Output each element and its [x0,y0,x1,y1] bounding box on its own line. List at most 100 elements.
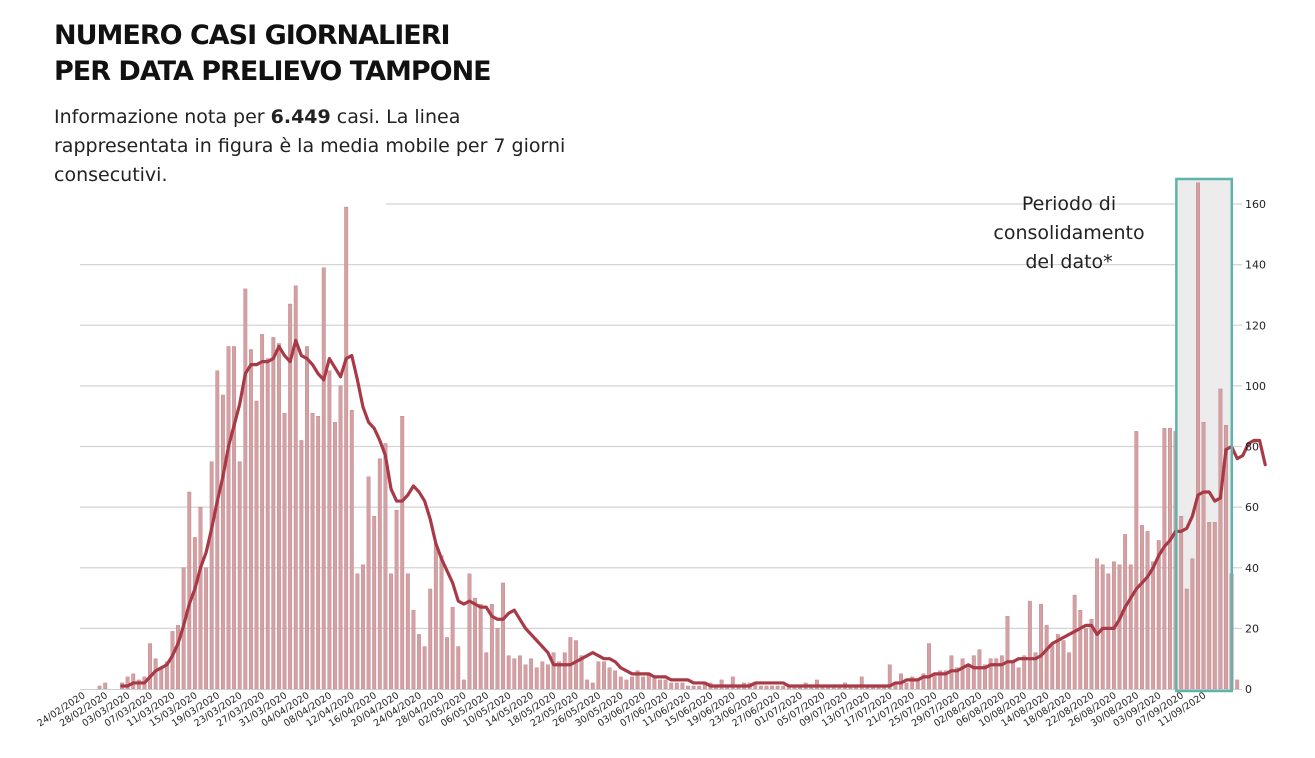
bar [517,655,522,690]
bar [1196,182,1200,690]
y-tick-label: 0 [1245,683,1252,696]
bar [383,443,388,690]
bar [248,349,253,690]
bar [1011,661,1015,690]
bar [1235,679,1240,690]
bar [422,646,427,690]
bar [439,555,444,690]
bar [243,288,248,690]
chart-subtitle: Informazione nota per 6.449 casi. La lin… [54,103,574,190]
bar [338,385,343,690]
bar [159,667,164,690]
bar [445,637,449,690]
bar [624,679,629,690]
bar [103,682,108,690]
y-tick-label: 60 [1245,501,1259,514]
bar [1072,594,1077,690]
bar [1156,540,1161,690]
bar [495,628,500,690]
bar [1139,525,1144,690]
bar [1050,643,1055,690]
annotation-line-2: consolidamento [993,222,1144,244]
bar [652,676,657,690]
bar [1162,428,1167,690]
bar [433,543,438,690]
y-tick-label: 80 [1245,441,1259,454]
bar [764,685,769,690]
bar [198,506,203,690]
bar [467,573,472,690]
bar [237,461,242,690]
bar [691,685,696,690]
bar [1207,522,1212,690]
chart-title: NUMERO CASI GIORNALIERI PER DATA PRELIEV… [54,18,492,90]
bar [209,461,214,690]
bar [574,640,578,690]
bar [355,573,360,690]
bar [1184,588,1189,690]
bar [562,652,567,690]
subtitle-text-start: Informazione nota per [54,106,271,128]
bar [473,597,478,690]
bar [400,415,405,690]
bar [1067,652,1072,690]
bar [674,682,679,690]
bar [1078,609,1083,690]
bar [1190,558,1195,690]
bar [394,509,399,690]
bar [265,358,270,690]
bar [512,658,517,690]
bar-series [97,182,1240,690]
bar [1145,531,1150,690]
chart-title-line-2: PER DATA PRELIEVO TAMPONE [54,56,492,87]
chart-title-line-1: NUMERO CASI GIORNALIERI [54,20,451,51]
bar [1179,516,1184,690]
bar [271,337,276,690]
bar [450,606,455,690]
y-tick-label: 120 [1245,319,1266,332]
bar [758,685,763,690]
bar [686,685,690,690]
bar [781,685,786,690]
y-axis-ticks: 0 20 40 60 80 100 120 140 160 [1245,198,1266,696]
bar [260,334,265,690]
bar [1128,564,1133,690]
bar [192,537,197,690]
bar [971,655,976,690]
bar [461,679,466,690]
bar [299,440,304,690]
bar [484,652,489,690]
bar [1106,573,1111,690]
bar [1039,603,1043,690]
bar [1027,600,1032,690]
annotation-line-3: del dato* [1025,251,1112,273]
bar [366,476,371,690]
bar [1134,431,1139,690]
bar [775,685,780,690]
bar [770,685,775,690]
bar [680,682,685,690]
bar [1151,561,1156,690]
bar [999,655,1004,690]
bar [1095,558,1100,690]
y-tick-label: 100 [1245,380,1266,393]
bar [1168,428,1172,690]
bar [372,516,377,690]
bar [540,661,545,690]
bar [529,658,534,690]
bar [344,206,349,690]
bar [545,664,550,690]
bar [534,667,539,690]
bar [1044,625,1049,690]
bar [1117,564,1122,690]
annotation-line-1: Periodo di [1022,193,1116,215]
bar [361,564,365,690]
bar [1061,640,1066,690]
bar [1218,388,1223,690]
bar [1022,655,1027,690]
bar [658,679,662,690]
bar [1201,422,1206,690]
bar [282,412,287,690]
bar [506,655,511,690]
bar [310,412,315,690]
